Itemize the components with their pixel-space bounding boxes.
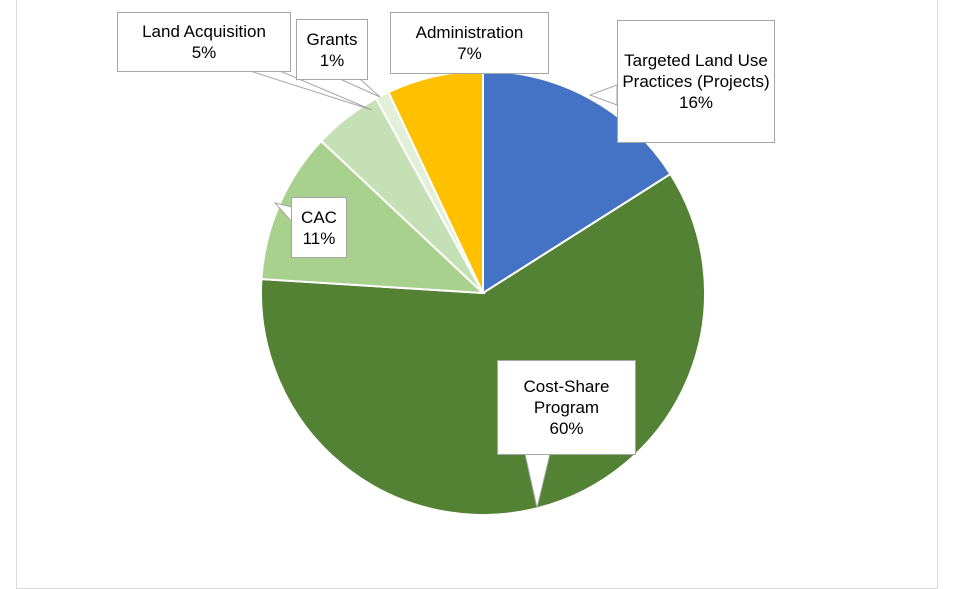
data-label: Cost-Share Program 60% [497, 360, 636, 455]
label-percent: 1% [319, 50, 345, 70]
data-label: Grants 1% [296, 19, 368, 80]
data-label: CAC 11% [291, 197, 347, 258]
label-percent: 5% [191, 43, 217, 62]
label-name: Land Acquisition [142, 22, 266, 41]
label-name: Administration [415, 23, 524, 42]
label-percent: 11% [302, 228, 336, 248]
label-name: Grants [306, 29, 358, 49]
label-percent: 7% [457, 44, 482, 63]
callout-pointer [339, 78, 381, 98]
data-label: Land Acquisition 5% [117, 12, 291, 72]
data-label: Targeted Land Use Practices (Projects) 16… [617, 20, 775, 143]
data-label: Administration 7% [390, 12, 549, 74]
label-percent: 16% [678, 93, 714, 112]
label-name: Cost-Share Program [523, 377, 610, 417]
label-percent: 60% [549, 419, 584, 438]
label-name: Targeted Land Use Practices (Projects) [622, 51, 770, 91]
label-name: CAC [301, 207, 337, 227]
